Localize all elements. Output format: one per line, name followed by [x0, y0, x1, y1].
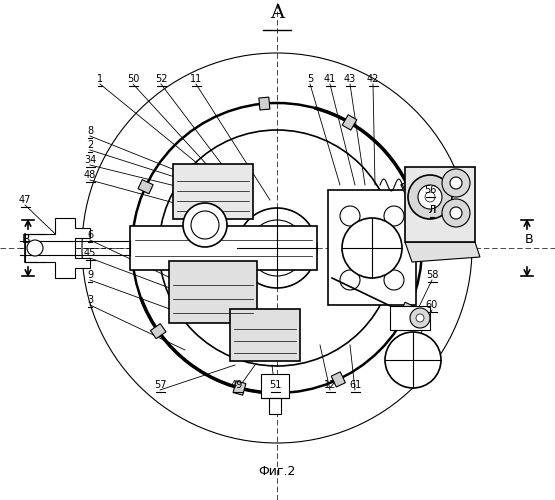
- Bar: [390, 306, 430, 330]
- Text: 43: 43: [344, 74, 356, 84]
- Text: 5: 5: [307, 74, 313, 84]
- Circle shape: [27, 240, 43, 256]
- Circle shape: [342, 218, 402, 278]
- Bar: [405, 167, 475, 242]
- Text: 49: 49: [231, 380, 243, 390]
- Circle shape: [442, 169, 470, 197]
- Circle shape: [183, 203, 227, 247]
- Text: Л: Л: [428, 205, 436, 215]
- Circle shape: [410, 308, 430, 328]
- Text: 42: 42: [367, 74, 379, 84]
- Circle shape: [340, 206, 360, 226]
- Circle shape: [249, 220, 305, 276]
- Text: 60: 60: [426, 300, 438, 310]
- Text: 47: 47: [19, 195, 31, 205]
- Circle shape: [237, 208, 317, 288]
- Text: A: A: [270, 4, 284, 22]
- Text: 34: 34: [84, 155, 96, 165]
- Text: Фиг.2: Фиг.2: [258, 465, 296, 478]
- Circle shape: [418, 185, 442, 209]
- Text: 57: 57: [154, 380, 166, 390]
- Text: B: B: [524, 233, 533, 246]
- Circle shape: [450, 207, 462, 219]
- Circle shape: [340, 270, 360, 290]
- Text: Л: Л: [428, 205, 436, 215]
- Bar: [138, 180, 153, 194]
- Bar: [331, 372, 345, 387]
- Circle shape: [450, 177, 462, 189]
- Bar: [401, 302, 416, 316]
- Text: 11: 11: [190, 74, 202, 84]
- Bar: [130, 226, 317, 270]
- Polygon shape: [25, 218, 90, 278]
- Text: 12: 12: [324, 380, 336, 390]
- Text: 51: 51: [269, 380, 281, 390]
- Bar: [261, 374, 289, 398]
- Text: 41: 41: [324, 74, 336, 84]
- Circle shape: [408, 175, 452, 219]
- Text: 2: 2: [87, 140, 93, 150]
- Circle shape: [416, 314, 424, 322]
- Text: 1: 1: [97, 74, 103, 84]
- Circle shape: [442, 199, 470, 227]
- Bar: [150, 324, 166, 338]
- Text: 50: 50: [127, 74, 139, 84]
- Circle shape: [425, 192, 435, 202]
- Bar: [401, 180, 416, 194]
- Polygon shape: [405, 242, 480, 262]
- Text: 9: 9: [87, 270, 93, 280]
- Circle shape: [384, 270, 404, 290]
- Bar: [328, 190, 416, 305]
- Bar: [173, 164, 253, 219]
- Text: 45: 45: [84, 248, 96, 258]
- Text: B: B: [22, 233, 31, 246]
- Text: 6: 6: [87, 230, 93, 240]
- Text: 52: 52: [155, 74, 167, 84]
- Text: 3: 3: [87, 295, 93, 305]
- Bar: [169, 261, 257, 323]
- Bar: [342, 114, 357, 130]
- Bar: [233, 381, 246, 395]
- Bar: [230, 309, 300, 361]
- Text: 56: 56: [424, 185, 436, 195]
- Circle shape: [385, 332, 441, 388]
- Circle shape: [384, 206, 404, 226]
- Bar: [259, 97, 270, 110]
- Bar: [269, 398, 281, 414]
- Circle shape: [191, 211, 219, 239]
- Text: 58: 58: [426, 270, 438, 280]
- Text: 61: 61: [349, 380, 361, 390]
- Text: 8: 8: [87, 126, 93, 136]
- Text: 48: 48: [84, 170, 96, 180]
